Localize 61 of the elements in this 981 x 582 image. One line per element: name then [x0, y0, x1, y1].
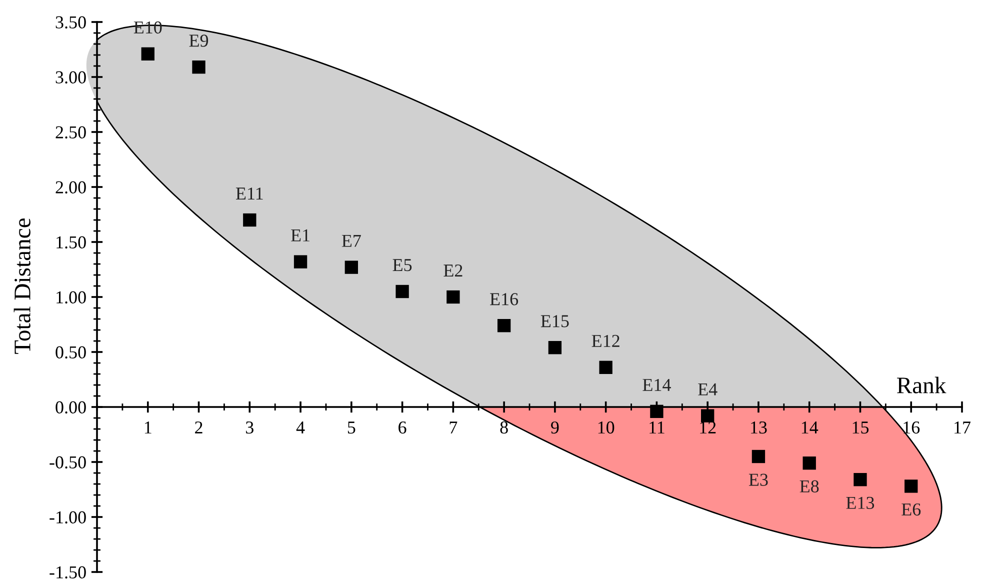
- annotation: E4: [698, 383, 718, 396]
- annotation: E1: [291, 229, 310, 242]
- annotation: E14: [642, 378, 671, 391]
- point: [396, 284, 409, 298]
- x-tick-label: 10: [598, 421, 614, 434]
- point: [243, 213, 256, 227]
- x-tick-label: 4: [296, 422, 305, 434]
- y-tick-label: 3.50: [56, 16, 86, 29]
- x-tick-label: 9: [551, 421, 559, 434]
- annotation: E12: [592, 334, 620, 347]
- annotation: E15: [540, 315, 569, 328]
- point: [701, 409, 714, 422]
- point: [548, 341, 562, 354]
- x-tick-label: 7: [450, 422, 458, 434]
- x-tick-label: 15: [852, 422, 869, 434]
- point: [141, 47, 154, 60]
- point: [802, 456, 816, 470]
- x-tick-label: 17: [954, 422, 971, 434]
- annotation: E2: [444, 264, 462, 276]
- y-tick-label: -1.00: [50, 511, 86, 524]
- x-tick-label: 5: [348, 422, 356, 434]
- y-tick-label: 0.50: [56, 346, 86, 359]
- y-tick-label: -0.50: [50, 456, 86, 469]
- x-tick-label: 6: [398, 421, 406, 434]
- annotation: E16: [490, 293, 518, 306]
- point: [650, 404, 664, 418]
- annotation: E6: [902, 503, 921, 516]
- y-tick-label: 0.00: [56, 401, 86, 414]
- annotation: E5: [392, 259, 412, 272]
- y-tick-label: 2.00: [56, 181, 86, 194]
- point: [497, 319, 511, 332]
- annotation: E8: [800, 480, 819, 492]
- y-tick-label: 3.00: [56, 71, 86, 84]
- annotation: E13: [846, 496, 874, 509]
- point: [752, 450, 766, 464]
- y-tick-label: 1.50: [56, 236, 86, 249]
- x-tick-label: 13: [751, 421, 767, 434]
- x-tick-label: 14: [802, 422, 818, 434]
- x-tick-label: 2: [195, 421, 202, 434]
- x-tick-label: 16: [904, 421, 920, 434]
- x-tick-label: 1: [144, 422, 152, 434]
- point: [294, 255, 308, 268]
- x-tick-label: 12: [700, 421, 716, 434]
- y-tick-label: 1.00: [56, 291, 86, 304]
- annotation: E9: [189, 34, 208, 47]
- point: [904, 480, 918, 493]
- annotation: E7: [342, 234, 361, 247]
- x-tick-label: 3: [246, 421, 254, 434]
- x-axis-title: Rank: [897, 376, 946, 394]
- x-tick-label: 11: [650, 422, 664, 434]
- x-tick-label: 8: [500, 421, 508, 434]
- y-axis-title: Total Distance: [14, 218, 30, 354]
- point: [344, 260, 358, 274]
- point: [446, 290, 460, 304]
- point: [192, 60, 206, 74]
- annotation: E3: [748, 474, 768, 486]
- y-tick-label: 2.50: [56, 126, 86, 139]
- point: [854, 473, 867, 486]
- point: [599, 360, 612, 374]
- y-tick-label: -1.50: [50, 566, 86, 579]
- annotation: E11: [236, 188, 263, 200]
